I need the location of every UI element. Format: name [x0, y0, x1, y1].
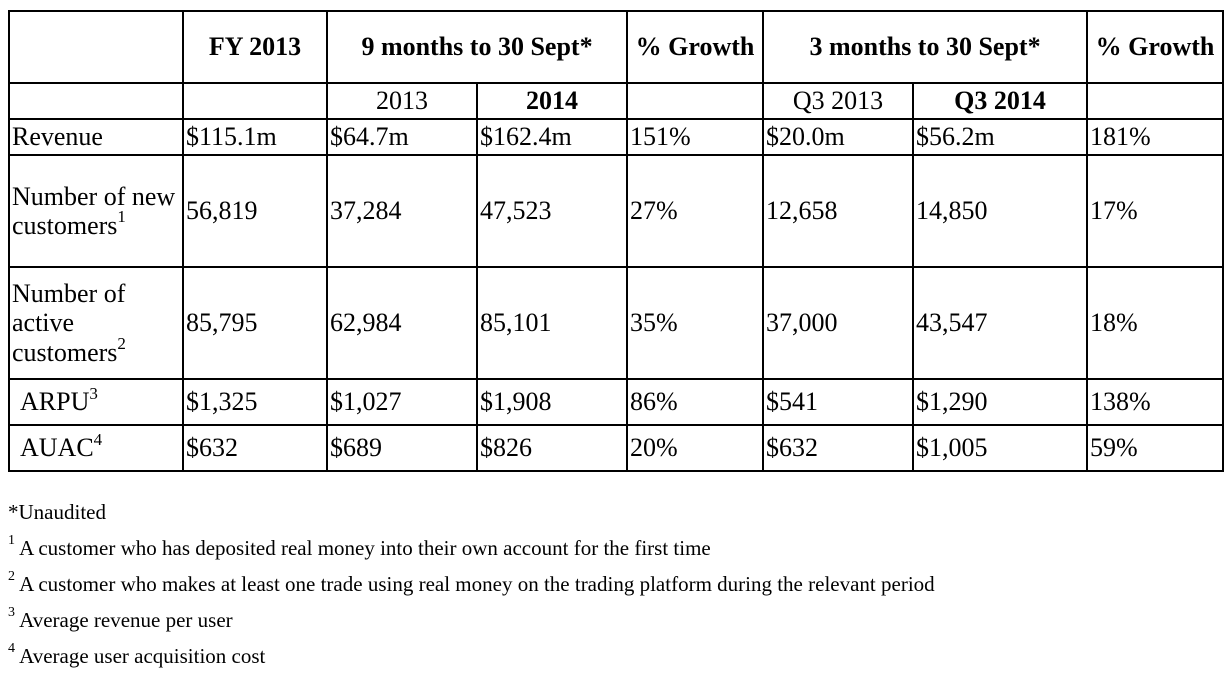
header-growth-9m: % Growth — [626, 10, 765, 84]
cell-fy2013: 85,795 — [182, 266, 328, 380]
table-row: Revenue $115.1m $64.7m $162.4m 151% $20.… — [8, 118, 1225, 156]
table-row: Number of new customers1 56,819 37,284 4… — [8, 154, 1225, 268]
row-label: Revenue — [8, 118, 184, 156]
footnote-item: 4 Average user acquisition cost — [8, 638, 935, 674]
footnote-item: 2 A customer who makes at least one trad… — [8, 566, 935, 602]
header-row: FY 2013 9 months to 30 Sept* % Growth 3 … — [8, 10, 1225, 84]
subheader-nine-2013: 2013 — [326, 82, 478, 120]
footnote-number: 4 — [8, 641, 15, 656]
cell-q3-2014: $56.2m — [912, 118, 1089, 156]
footnote-number: 2 — [8, 569, 15, 584]
footnote-text: Average revenue per user — [19, 608, 233, 632]
footnotes: *Unaudited 1 A customer who has deposite… — [8, 494, 935, 674]
cell-9m-growth: 86% — [626, 378, 765, 426]
cell-9m-2014: 85,101 — [475, 266, 629, 380]
cell-9m-2014: $826 — [475, 424, 629, 472]
footnote-ref: 4 — [93, 429, 103, 449]
cell-q3-2013: 12,658 — [762, 154, 915, 268]
cell-q3-2014: $1,290 — [912, 378, 1089, 426]
row-label: ARPU3 — [8, 378, 184, 426]
cell-q3-2014: 14,850 — [912, 154, 1089, 268]
row-label: Number of new customers1 — [8, 154, 184, 268]
cell-q3-growth: 17% — [1086, 154, 1225, 268]
cell-9m-2013: 37,284 — [326, 154, 478, 268]
cell-q3-growth: 138% — [1086, 378, 1225, 426]
row-label: AUAC4 — [8, 424, 184, 472]
footnote-ref: 3 — [89, 383, 98, 403]
subheader-q3-2013: Q3 2013 — [762, 82, 915, 120]
header-nine-months: 9 months to 30 Sept* — [325, 10, 629, 84]
header-fy2013: FY 2013 — [182, 10, 328, 84]
subheader-empty-cell — [182, 82, 328, 120]
cell-q3-2013: $20.0m — [762, 118, 915, 156]
cell-q3-2013: 37,000 — [762, 266, 915, 380]
cell-q3-2014: $1,005 — [912, 424, 1089, 472]
subheader-nine-2014: 2014 — [475, 82, 629, 120]
subheader-empty-cell — [8, 82, 184, 120]
footnote-text: A customer who has deposited real money … — [19, 536, 711, 560]
footnote-ref: 1 — [117, 207, 126, 227]
subheader-empty-cell — [1086, 82, 1225, 120]
subheader-q3-2014: Q3 2014 — [912, 82, 1089, 120]
cell-q3-growth: 18% — [1086, 266, 1225, 380]
cell-9m-2013: $689 — [326, 424, 478, 472]
cell-9m-2014: 47,523 — [475, 154, 629, 268]
cell-9m-2014: $162.4m — [475, 118, 629, 156]
header-growth-3m: % Growth — [1086, 10, 1225, 84]
cell-9m-2013: $1,027 — [326, 378, 478, 426]
footnote-number: 1 — [8, 533, 15, 548]
table-row: Number of active customers2 85,795 62,98… — [8, 266, 1225, 380]
financial-results-table: FY 2013 9 months to 30 Sept* % Growth 3 … — [8, 10, 1225, 472]
footnote-item: 1 A customer who has deposited real mone… — [8, 530, 935, 566]
cell-9m-growth: 20% — [626, 424, 765, 472]
subheader-empty-cell — [626, 82, 765, 120]
header-three-months: 3 months to 30 Sept* — [762, 10, 1089, 84]
footnote-item: 3 Average revenue per user — [8, 602, 935, 638]
cell-9m-2013: 62,984 — [326, 266, 478, 380]
table-row: ARPU3 $1,325 $1,027 $1,908 86% $541 $1,2… — [8, 378, 1225, 426]
table-row: AUAC4 $632 $689 $826 20% $632 $1,005 59% — [8, 424, 1225, 472]
footnote-unaudited: *Unaudited — [8, 500, 106, 524]
cell-fy2013: 56,819 — [182, 154, 328, 268]
cell-9m-growth: 27% — [626, 154, 765, 268]
header-empty-cell — [8, 10, 184, 84]
cell-q3-2013: $541 — [762, 378, 915, 426]
cell-q3-growth: 181% — [1086, 118, 1225, 156]
cell-fy2013: $115.1m — [182, 118, 328, 156]
cell-fy2013: $632 — [182, 424, 328, 472]
footnote-text: A customer who makes at least one trade … — [19, 572, 935, 596]
cell-9m-2013: $64.7m — [326, 118, 478, 156]
cell-9m-growth: 151% — [626, 118, 765, 156]
footnote-number: 3 — [8, 605, 15, 620]
cell-fy2013: $1,325 — [182, 378, 328, 426]
subheader-row: 2013 2014 Q3 2013 Q3 2014 — [8, 82, 1225, 120]
cell-q3-growth: 59% — [1086, 424, 1225, 472]
cell-9m-2014: $1,908 — [475, 378, 629, 426]
row-label: Number of active customers2 — [8, 266, 184, 380]
cell-q3-2014: 43,547 — [912, 266, 1089, 380]
footnote-ref: 2 — [117, 333, 126, 353]
footnote-text: Average user acquisition cost — [19, 644, 266, 668]
cell-q3-2013: $632 — [762, 424, 915, 472]
cell-9m-growth: 35% — [626, 266, 765, 380]
